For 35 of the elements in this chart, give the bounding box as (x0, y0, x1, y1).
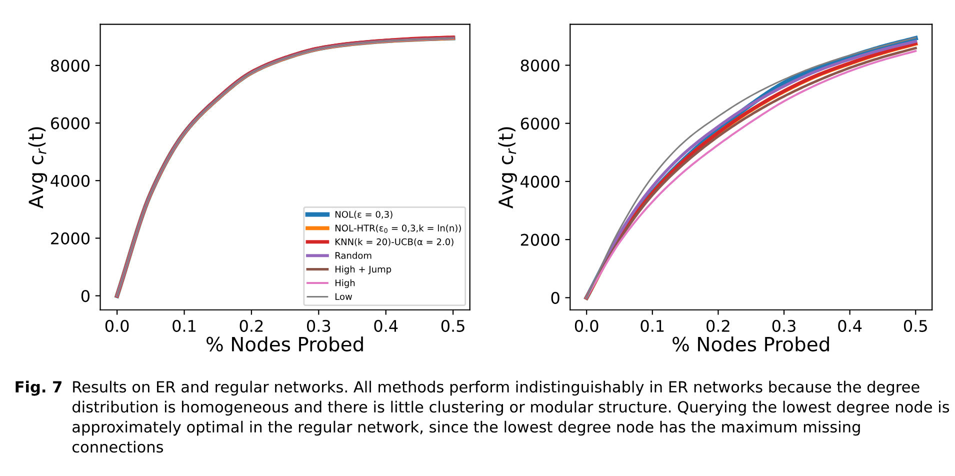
legend-label: Random (336, 252, 372, 259)
x-tick-label: 0.1 (172, 320, 196, 332)
y-tick-label: 8000 (50, 60, 90, 72)
x-tick-label: 0.2 (240, 320, 263, 332)
legend-label: NOL(ε = 0,3) (336, 210, 392, 219)
y-tick-label: 2000 (51, 232, 90, 244)
x-tick-label: 0.1 (640, 320, 664, 332)
y-tick-label: 0 (551, 292, 560, 304)
x-tick-label: 0.5 (904, 320, 927, 332)
x-tick-label: 0.0 (105, 320, 129, 332)
y-tick-label: 6000 (520, 118, 560, 130)
x-axis-title: % Nodes Probed (672, 336, 829, 352)
x-axis-title: % Nodes Probed (206, 336, 363, 352)
x-tick-label: 0.4 (374, 320, 398, 332)
y-axis-title: Avg c$_{r}$(t) (498, 127, 517, 209)
legend-label: High + Jump (336, 266, 392, 274)
y-tick-label: 6000 (51, 117, 90, 130)
y-tick-label: 8000 (520, 59, 560, 72)
x-tick-label: 0.4 (838, 320, 862, 332)
x-tick-label: 0.5 (441, 320, 464, 332)
legend-label: Low (336, 293, 352, 300)
legend-label: High (336, 279, 355, 288)
y-axis-title: Avg c$_{r}$(t) (28, 127, 48, 209)
legend-label: NOL-HTR(ε$_{0}$ = 0,3,k = ln(n)) (336, 224, 461, 233)
caption: Fig. 7 (16, 380, 62, 396)
legend-label: KNN(k = 20)-UCB(α = 2.0) (336, 238, 454, 246)
x-tick-label: 0.2 (706, 320, 730, 332)
y-tick-label: 4000 (520, 176, 560, 188)
y-tick-label: 4000 (50, 174, 90, 187)
text: Results on ER and regular networks. All methods perform indistinguishably in ER networks because the degree distribution is homogeneous and there is little clustering or modular structure. Querying the lowest degree node is approximately optimal in the regular network, since the lowest degree node has the maximum missing connections (72, 380, 950, 453)
x-tick-label: 0.0 (574, 320, 598, 332)
y-tick-label: 2000 (520, 234, 560, 246)
x-tick-label: 0.3 (307, 320, 330, 332)
x-tick-label: 0.3 (772, 320, 796, 332)
y-tick-label: 0 (81, 290, 90, 302)
